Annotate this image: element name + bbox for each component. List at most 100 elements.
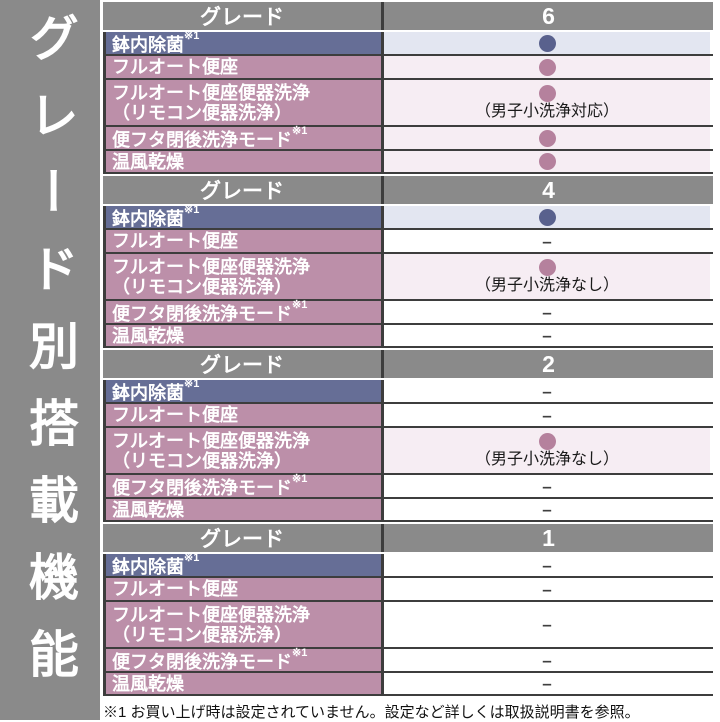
grade-header-label: グレード [200, 528, 284, 551]
feature-label: フルオート便座便器洗浄 （リモコン便器洗浄） [106, 80, 381, 125]
grade-header-label: グレード [200, 180, 284, 203]
feature-label-line2: （リモコン便器洗浄） [112, 276, 292, 297]
feature-label-text: フルオート便座便器洗浄 [112, 256, 310, 277]
feature-label: 温風乾燥 [106, 673, 381, 694]
footnote-marker: ※1 [184, 30, 200, 42]
feature-label-line2: （リモコン便器洗浄） [112, 450, 292, 471]
dash-marker: – [542, 500, 552, 519]
dash-marker: – [542, 326, 552, 345]
grade-number: 6 [381, 2, 713, 30]
feature-label: 鉢内除菌※1 [106, 204, 381, 229]
grade-block-1: グレード 1 鉢内除菌※1– フルオート便座 – フルオート便座便器洗浄 （リモコン便器洗浄… [103, 524, 713, 696]
dot-marker-icon [538, 84, 556, 102]
feature-value: – [381, 301, 710, 323]
dash-marker: – [542, 476, 552, 496]
feature-label-text: 温風乾燥 [112, 673, 184, 694]
grade-block-6: グレード 6 鉢内除菌※1 フルオート便座 フルオート便座便器洗浄 （リモコン便器洗浄）（… [103, 2, 713, 174]
feature-value: – [381, 649, 710, 671]
feature-label: 温風乾燥 [106, 151, 381, 172]
feature-label-text: 便フタ閉後洗浄モード※1 [112, 125, 308, 150]
feature-value [381, 206, 710, 228]
footnote-marker: ※1 [292, 299, 308, 311]
value-note: （男子小洗浄なし） [474, 450, 619, 468]
dot-marker-icon [538, 432, 556, 450]
grade-block-4: グレード 4 鉢内除菌※1 フルオート便座 – フルオート便座便器洗浄 （リモコン便器洗浄）… [103, 176, 713, 348]
dash-marker: – [542, 650, 552, 670]
grade-header-label: グレード [200, 354, 284, 377]
feature-row: 便フタ閉後洗浄モード※1 [106, 125, 713, 150]
dash-marker: – [542, 579, 552, 599]
feature-value: – [381, 673, 710, 694]
feature-label-text: フルオート便座便器洗浄 [112, 604, 310, 625]
feature-value [381, 32, 710, 54]
feature-row: 鉢内除菌※1 [106, 30, 713, 55]
feature-value: – [381, 475, 710, 497]
footnote-marker: ※1 [292, 125, 308, 137]
dot-marker-icon [538, 153, 556, 170]
feature-value: （男子小洗浄なし） [381, 428, 710, 473]
blocks: グレード 6 鉢内除菌※1 フルオート便座 フルオート便座便器洗浄 （リモコン便器洗浄）（… [103, 2, 713, 696]
dash-marker: – [542, 615, 552, 634]
feature-row: フルオート便座便器洗浄 （リモコン便器洗浄） （男子小洗浄なし） [106, 252, 713, 299]
feature-rows: 鉢内除菌※1 フルオート便座 – フルオート便座便器洗浄 （リモコン便器洗浄） （男子小洗… [103, 204, 713, 348]
feature-label: 鉢内除菌※1 [106, 378, 381, 403]
feature-label: 便フタ閉後洗浄モード※1 [106, 125, 381, 150]
feature-row: 鉢内除菌※1 – [106, 552, 713, 577]
footnote-marker: ※1 [184, 552, 200, 564]
feature-row: フルオート便座便器洗浄 （リモコン便器洗浄） – [106, 600, 713, 647]
feature-label-text: 鉢内除菌※1 [112, 552, 200, 577]
feature-label: 鉢内除菌※1 [106, 552, 381, 577]
footnote-marker: ※1 [292, 473, 308, 485]
grade-header-label: グレード [200, 6, 284, 29]
dash-marker: – [542, 405, 552, 425]
footnote-marker: ※1 [292, 647, 308, 659]
feature-row: フルオート便座便器洗浄 （リモコン便器洗浄） （男子小洗浄なし） [106, 426, 713, 473]
feature-label-text: フルオート便座便器洗浄 [112, 430, 310, 451]
feature-label: フルオート便座便器洗浄 （リモコン便器洗浄） [106, 602, 381, 647]
page-title: グレード別搭載機能 [22, 12, 78, 705]
feature-row: 鉢内除菌※1 [106, 204, 713, 229]
feature-value: – [381, 230, 710, 252]
grade-header: グレード 1 [103, 524, 713, 552]
feature-label-text: 便フタ閉後洗浄モード※1 [112, 473, 308, 498]
feature-value: – [381, 578, 710, 600]
feature-value: （男子小洗浄なし） [381, 254, 710, 299]
feature-label: 便フタ閉後洗浄モード※1 [106, 647, 381, 672]
feature-row: 温風乾燥 [106, 149, 713, 172]
feature-row: 便フタ閉後洗浄モード※1 – [106, 647, 713, 672]
feature-row: 温風乾燥 – [106, 323, 713, 346]
grade-header: グレード 4 [103, 176, 713, 204]
feature-label: 便フタ閉後洗浄モード※1 [106, 299, 381, 324]
feature-value: – [381, 554, 710, 576]
feature-value: – [381, 380, 710, 402]
feature-row: 温風乾燥 – [106, 671, 713, 694]
dot-marker-icon [538, 258, 556, 276]
dot-marker-icon [538, 208, 556, 226]
feature-row: 便フタ閉後洗浄モード※1 – [106, 299, 713, 324]
footnote-marker: ※1 [184, 378, 200, 390]
grade-header: グレード 2 [103, 350, 713, 378]
feature-row: フルオート便座 [106, 54, 713, 78]
feature-label: フルオート便座 [106, 230, 381, 252]
feature-label-text: 温風乾燥 [112, 151, 184, 172]
feature-label-text: 温風乾燥 [112, 325, 184, 346]
feature-label-line2: （リモコン便器洗浄） [112, 624, 292, 645]
feature-label-line2: （リモコン便器洗浄） [112, 102, 292, 123]
feature-label-text: フルオート便座 [112, 231, 238, 251]
feature-label-text: 便フタ閉後洗浄モード※1 [112, 647, 308, 672]
feature-row: フルオート便座 – [106, 402, 713, 426]
feature-value [381, 56, 710, 78]
dash-marker: – [542, 674, 552, 693]
grade-table: グレード 6 鉢内除菌※1 フルオート便座 フルオート便座便器洗浄 （リモコン便器洗浄）（… [103, 2, 713, 722]
feature-label: 温風乾燥 [106, 325, 381, 346]
dot-marker-icon [538, 58, 556, 76]
feature-label: フルオート便座 [106, 56, 381, 78]
feature-value: – [381, 499, 710, 520]
feature-label: 温風乾燥 [106, 499, 381, 520]
dot-marker-icon [538, 34, 556, 52]
feature-value [381, 151, 710, 172]
dash-marker: – [542, 381, 552, 401]
value-note: （男子小洗浄対応） [474, 102, 619, 120]
feature-value [381, 127, 710, 149]
feature-row: 温風乾燥 – [106, 497, 713, 520]
